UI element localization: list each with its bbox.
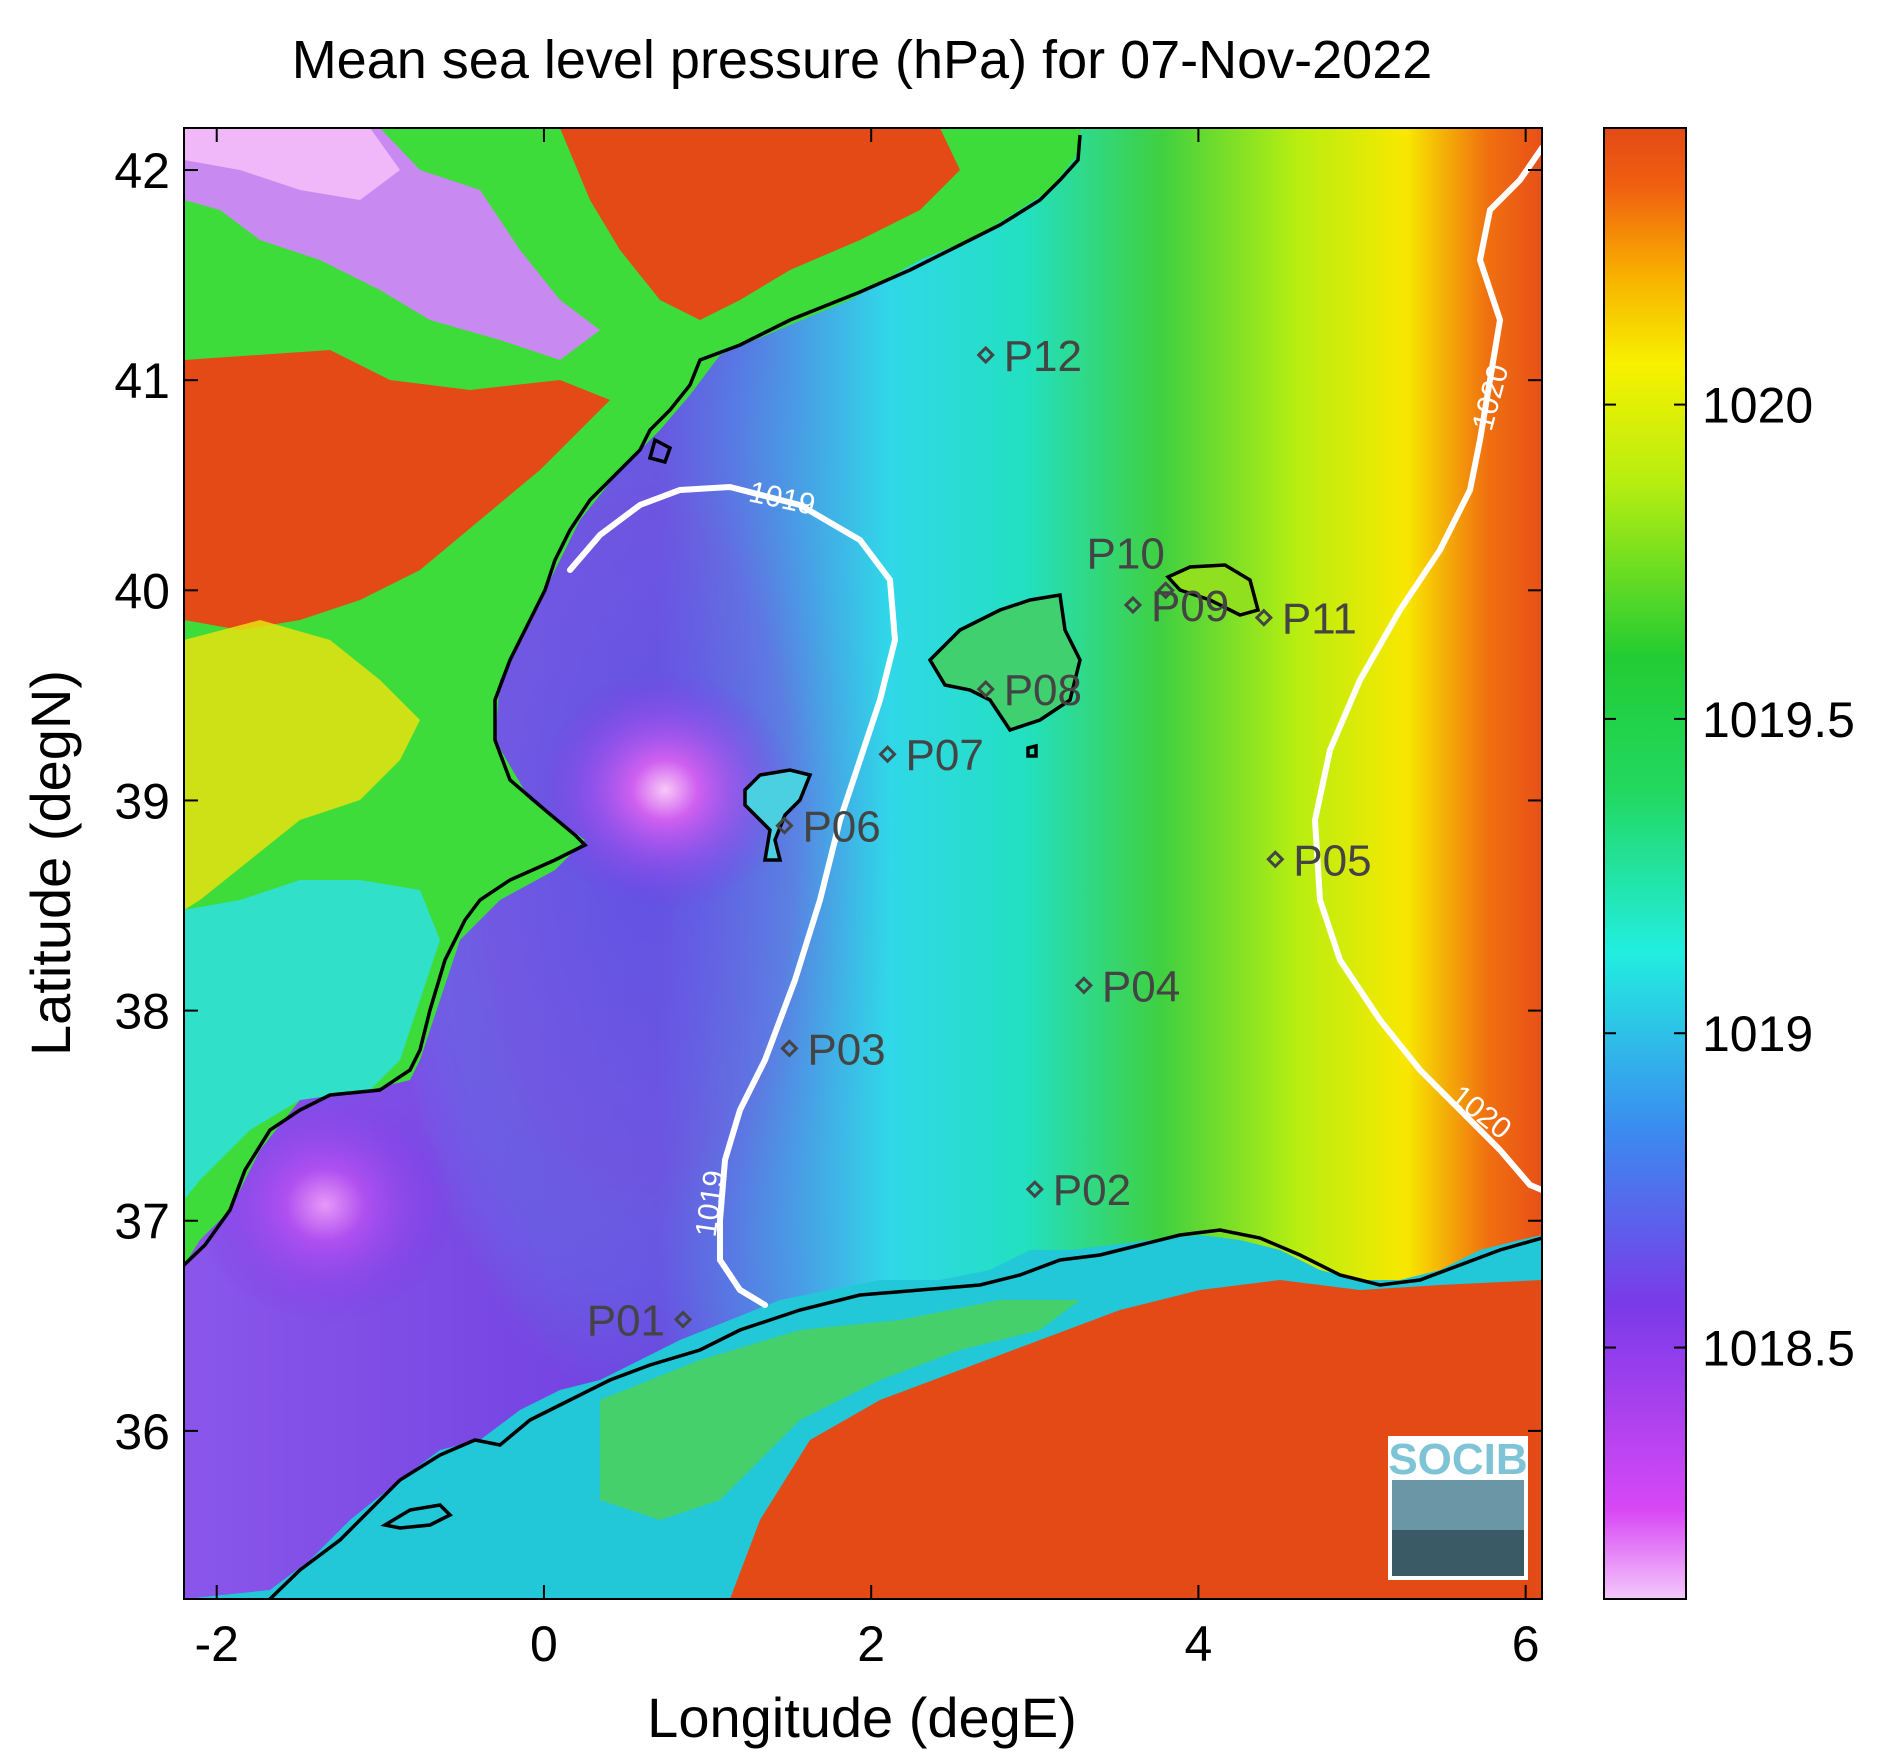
station-label: P03 bbox=[807, 1025, 885, 1074]
colorbar-ticks: 1018.5 1019 1019.5 1020 bbox=[1604, 378, 1855, 1377]
station-p02: P02 bbox=[1025, 1166, 1131, 1215]
x-tick-label: 6 bbox=[1512, 1616, 1540, 1672]
map-title: Mean sea level pressure (hPa) for 07-Nov… bbox=[292, 30, 1433, 90]
plot-frame bbox=[183, 127, 1543, 1600]
low-pressure-center-north bbox=[535, 670, 795, 910]
coastlines bbox=[184, 134, 1542, 1599]
map-plot-area: 1019 1019 1020 1020 P01P02P03P04P05P06P0… bbox=[184, 128, 1542, 1599]
station-p11: P11 bbox=[1254, 595, 1357, 644]
y-tick-label: 37 bbox=[114, 1194, 170, 1250]
colorbar-tick-label: 1020 bbox=[1702, 378, 1813, 434]
station-marker bbox=[976, 679, 995, 699]
coastline-alboran-island bbox=[380, 1503, 453, 1530]
socib-logo: SOCIB bbox=[1388, 1435, 1528, 1580]
station-p03: P03 bbox=[780, 1025, 886, 1074]
coastline-iberia bbox=[184, 134, 1082, 1267]
station-label: P08 bbox=[1004, 666, 1082, 715]
station-marker bbox=[1266, 850, 1285, 869]
colorbar-tick-label: 1019.5 bbox=[1702, 692, 1855, 748]
station-label: P07 bbox=[906, 731, 984, 780]
coastline-ebro-delta bbox=[647, 437, 673, 465]
land-iberia-orange-highlands bbox=[184, 350, 610, 630]
station-p10: P10 bbox=[1087, 529, 1175, 600]
colorbar-tick-label: 1019 bbox=[1702, 1006, 1813, 1062]
station-label: P06 bbox=[802, 803, 880, 852]
x-tick-label: 2 bbox=[857, 1616, 885, 1672]
isobar-1020 bbox=[1311, 145, 1542, 1193]
y-tick-label: 41 bbox=[114, 353, 170, 409]
x-axis: -2 0 2 4 6 bbox=[194, 128, 1540, 1672]
station-p04: P04 bbox=[1074, 962, 1180, 1011]
y-axis-title: Latitude (degN) bbox=[19, 670, 82, 1056]
station-p12: P12 bbox=[976, 332, 1082, 381]
station-label: P04 bbox=[1102, 962, 1180, 1011]
x-tick-label: 4 bbox=[1185, 1616, 1213, 1672]
coastline-menorca bbox=[1165, 563, 1261, 617]
land-iberia-lightpink bbox=[184, 128, 400, 200]
station-marker bbox=[1123, 595, 1143, 615]
y-tick-label: 39 bbox=[114, 773, 170, 829]
station-p05: P05 bbox=[1266, 836, 1372, 885]
station-marker bbox=[976, 345, 995, 365]
station-label: P11 bbox=[1282, 595, 1357, 644]
x-tick-label: 0 bbox=[530, 1616, 558, 1672]
station-label: P05 bbox=[1293, 836, 1371, 885]
station-marker bbox=[780, 1039, 799, 1058]
land-north-africa-orange bbox=[730, 1280, 1542, 1599]
station-p01: P01 bbox=[587, 1297, 693, 1346]
land-north-africa-green bbox=[600, 1300, 1080, 1520]
coastline-cabrera bbox=[1026, 743, 1038, 758]
station-marker bbox=[1074, 976, 1094, 995]
y-axis: 36 37 38 39 40 41 42 bbox=[114, 143, 1542, 1460]
station-p06: P06 bbox=[775, 803, 881, 852]
station-marker bbox=[1254, 608, 1273, 627]
island-menorca bbox=[1168, 565, 1258, 615]
y-tick-label: 40 bbox=[114, 563, 170, 619]
station-marker bbox=[878, 745, 897, 764]
station-p08: P08 bbox=[976, 666, 1082, 715]
isobars bbox=[567, 145, 1542, 1308]
x-tick-label: -2 bbox=[194, 1616, 238, 1672]
y-tick-label: 36 bbox=[114, 1404, 170, 1460]
station-marker bbox=[1025, 1180, 1044, 1199]
station-marker bbox=[673, 1310, 693, 1329]
station-p07: P07 bbox=[878, 731, 984, 780]
island-ibiza bbox=[745, 770, 810, 860]
colorbar: 1018.5 1019 1019.5 1020 bbox=[1603, 127, 1855, 1600]
land-iberia-cyan-coast bbox=[184, 880, 440, 1200]
station-p09: P09 bbox=[1123, 582, 1229, 631]
station-marker bbox=[1156, 581, 1175, 600]
island-mallorca bbox=[930, 595, 1080, 730]
colorbar-tick-label: 1018.5 bbox=[1702, 1321, 1855, 1377]
isobar-1019 bbox=[567, 483, 899, 1308]
land-iberia-yellow-bands bbox=[184, 620, 420, 910]
station-label: P02 bbox=[1053, 1166, 1131, 1215]
colorbar-gradient bbox=[1603, 127, 1687, 1600]
y-tick-label: 42 bbox=[114, 143, 170, 199]
socib-logo-text: SOCIB bbox=[1388, 1435, 1527, 1484]
x-axis-title: Longitude (degE) bbox=[647, 1686, 1077, 1749]
coastline-ibiza bbox=[743, 768, 813, 862]
y-tick-label: 38 bbox=[114, 984, 170, 1040]
station-label: P10 bbox=[1087, 529, 1165, 578]
station-label: P09 bbox=[1151, 582, 1229, 631]
land-iberia-orange-north bbox=[560, 128, 960, 320]
station-label: P12 bbox=[1004, 332, 1082, 381]
coastline-north-africa bbox=[268, 1228, 1542, 1599]
coastline-mallorca bbox=[927, 592, 1082, 733]
station-marker bbox=[775, 816, 794, 835]
station-label: P01 bbox=[587, 1297, 665, 1346]
